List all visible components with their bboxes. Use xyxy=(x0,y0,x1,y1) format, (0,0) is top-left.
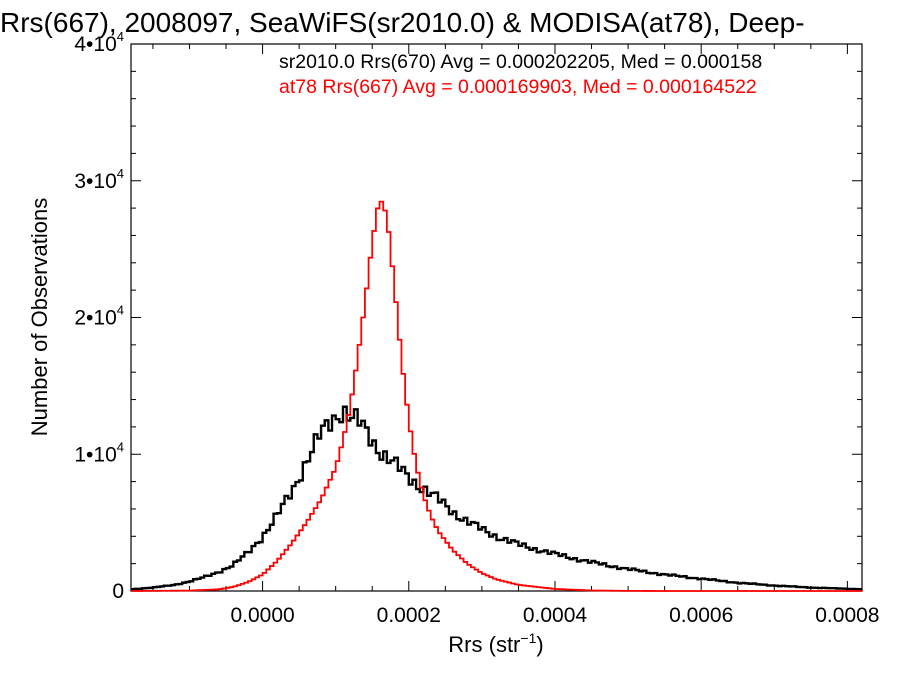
y-tick-label-exponent: 4 xyxy=(117,29,124,44)
x-axis-label-close: ) xyxy=(536,632,543,657)
series-line-sr2010 xyxy=(131,405,862,591)
legend-entry: sr2010.0 Rrs(670) Avg = 0.000202205, Med… xyxy=(279,51,762,73)
x-tick-label: 0.0004 xyxy=(523,604,588,627)
y-tick-label-exponent: 4 xyxy=(117,439,124,454)
x-axis-label-main: Rrs (str xyxy=(448,632,520,657)
chart-title: Rrs(667), 2008097, SeaWiFS(sr2010.0) & M… xyxy=(0,7,805,38)
plot-series xyxy=(131,200,862,592)
legend-entry: at78 Rrs(667) Avg = 0.000169903, Med = 0… xyxy=(279,76,757,98)
y-tick-label: 1•104 xyxy=(74,439,124,466)
y-tick-label: 4•104 xyxy=(74,29,124,56)
x-axis-label: Rrs (str−1) xyxy=(448,630,543,657)
x-tick-label: 0.0000 xyxy=(230,604,294,627)
y-tick-label-base: 3•10 xyxy=(74,170,116,193)
x-tick-label: 0.0002 xyxy=(377,604,441,627)
y-tick-label-base: 4•10 xyxy=(74,33,116,56)
y-axis-label: Number of Observations xyxy=(27,198,52,436)
y-tick-label-exponent: 4 xyxy=(117,303,124,318)
legend: sr2010.0 Rrs(670) Avg = 0.000202205, Med… xyxy=(279,51,762,98)
y-tick-label-base: 0 xyxy=(112,580,124,603)
y-tick-label-exponent: 4 xyxy=(117,166,124,181)
plot-frame xyxy=(130,43,863,592)
axis-ticks: 0.0000 0.0002 0.0004 0.0006 0.000801•1042•10… xyxy=(74,29,879,627)
series-line-at78 xyxy=(131,200,862,592)
y-tick-label-base: 1•10 xyxy=(74,443,116,466)
y-tick-label: 2•104 xyxy=(74,303,124,330)
x-tick-label: 0.0008 xyxy=(815,604,879,627)
x-axis-label-exponent: −1 xyxy=(520,630,536,646)
y-tick-label: 0 xyxy=(112,580,124,603)
y-tick-label: 3•104 xyxy=(74,166,124,193)
x-tick-label: 0.0006 xyxy=(669,604,733,627)
y-tick-label-base: 2•10 xyxy=(74,307,116,330)
